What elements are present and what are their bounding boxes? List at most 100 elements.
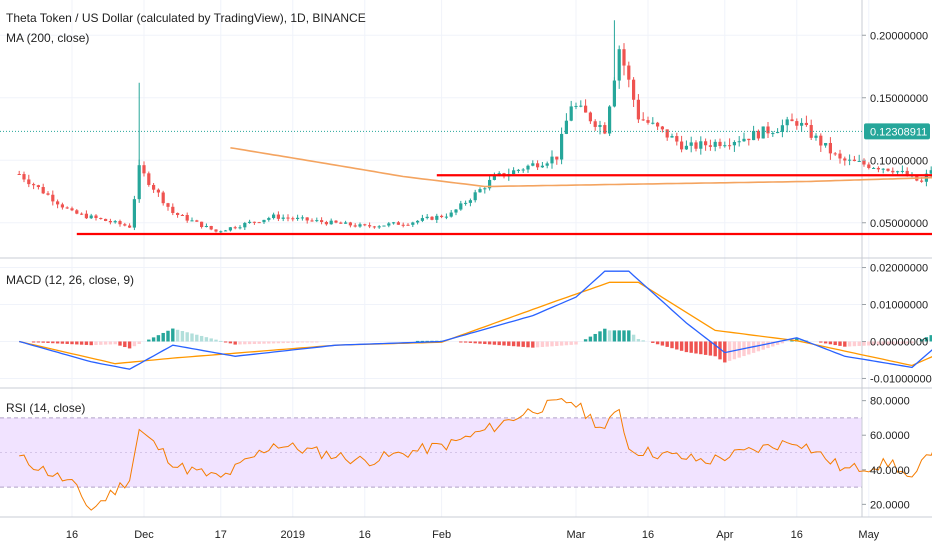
macd-histogram-bar xyxy=(708,341,713,356)
candle xyxy=(569,100,573,122)
candle xyxy=(334,220,338,224)
candle xyxy=(752,125,756,141)
macd-histogram-bar xyxy=(790,340,794,342)
candle xyxy=(694,140,698,152)
candle xyxy=(593,119,597,131)
candle xyxy=(483,186,487,194)
macd-histogram-bar xyxy=(627,330,631,342)
candle xyxy=(262,219,266,225)
candle xyxy=(248,219,252,224)
macd-histogram-bar xyxy=(257,341,261,344)
macd-histogram-bar xyxy=(310,341,314,343)
macd-tick-label: 0.01000000 xyxy=(870,300,928,312)
candle xyxy=(324,220,328,226)
time-axis[interactable]: 16Dec17201916FebMar16Apr16May16Jun xyxy=(66,529,932,541)
candle xyxy=(123,222,127,227)
macd-histogram-bar xyxy=(598,331,602,342)
candle xyxy=(104,218,108,222)
macd-histogram-bar xyxy=(497,341,501,346)
macd-histogram-bar xyxy=(867,341,871,346)
candle xyxy=(708,139,712,151)
price-tick-label: 0.05000000 xyxy=(870,218,928,230)
macd-histogram-bar xyxy=(559,341,564,346)
candle xyxy=(766,121,770,138)
macd-histogram-bar xyxy=(799,339,804,342)
macd-histogram-bar xyxy=(511,341,516,347)
macd-histogram-bar xyxy=(857,341,861,346)
candle xyxy=(392,221,396,225)
candle xyxy=(267,216,271,222)
macd-histogram-bar xyxy=(502,341,506,346)
candle xyxy=(488,175,492,191)
macd-histogram-bar xyxy=(905,341,909,344)
macd-histogram-bar xyxy=(535,341,540,348)
macd-histogram-bar xyxy=(780,341,785,344)
candle xyxy=(291,216,295,222)
macd-histogram-bar xyxy=(420,340,425,342)
macd-histogram-bar xyxy=(276,341,281,344)
time-tick-label: Dec xyxy=(134,529,154,541)
candle xyxy=(401,222,405,228)
candle xyxy=(737,136,741,147)
price-overlays xyxy=(0,130,932,236)
macd-histogram-bar xyxy=(545,341,549,347)
candle xyxy=(564,113,568,135)
macd-histogram-bar xyxy=(70,341,74,345)
macd-histogram-bar xyxy=(195,334,199,342)
candle xyxy=(36,184,40,190)
candle xyxy=(560,127,564,165)
candle xyxy=(132,195,136,231)
macd-histogram-bar xyxy=(156,335,161,342)
candle xyxy=(780,119,784,138)
rsi-legend: RSI (14, close) xyxy=(6,401,85,415)
macd-histogram-bar xyxy=(636,339,641,342)
candle xyxy=(344,220,348,224)
candle xyxy=(689,136,693,153)
macd-histogram-bar xyxy=(588,336,593,342)
candle xyxy=(180,214,184,216)
candle xyxy=(718,138,722,149)
macd-histogram-bar xyxy=(271,341,276,344)
candle xyxy=(814,133,818,141)
macd-histogram-bar xyxy=(847,341,852,347)
candle xyxy=(492,172,496,181)
macd-histogram-bar xyxy=(665,341,669,347)
macd-histogram-bar xyxy=(46,341,50,343)
time-tick-label: 16 xyxy=(359,529,371,541)
macd-tick-label: 0.00000000 xyxy=(870,336,928,348)
ma-legend: MA (200, close) xyxy=(6,31,89,45)
rsi-tick-label: 40.0000 xyxy=(870,465,910,477)
macd-histogram-bar xyxy=(641,340,645,342)
candle xyxy=(531,160,535,167)
macd-histogram-bar xyxy=(185,332,189,342)
candle xyxy=(641,112,645,121)
macd-histogram-bar xyxy=(463,341,468,343)
candle xyxy=(761,126,765,139)
macd-histogram-bar xyxy=(612,330,617,342)
candle xyxy=(478,187,482,193)
time-tick-label: May xyxy=(858,529,879,541)
price-axis[interactable]: 0.20000000 0.15000000 0.10000000 0.05000000… xyxy=(862,30,932,511)
macd-histogram-bar xyxy=(118,341,122,346)
candle xyxy=(108,218,112,225)
macd-histogram-bar xyxy=(151,337,156,342)
candle xyxy=(348,221,352,228)
candle xyxy=(656,121,660,131)
candle xyxy=(243,221,247,231)
candle xyxy=(680,135,684,153)
macd-histogram-bar xyxy=(281,341,285,344)
macd-histogram-bar xyxy=(838,341,842,346)
macd-histogram-bar xyxy=(617,330,621,342)
candle xyxy=(339,221,343,224)
candle xyxy=(204,223,208,228)
price-tick-label: 0.15000000 xyxy=(870,93,928,105)
pane-separators xyxy=(0,0,932,518)
macd-histogram-bar xyxy=(699,341,703,355)
candle xyxy=(756,129,760,141)
macd-histogram-bar xyxy=(161,332,165,342)
macd-histogram-bar xyxy=(919,339,924,342)
macd-line xyxy=(19,270,932,370)
macd-histogram-bar xyxy=(267,341,271,344)
candle xyxy=(382,225,386,227)
